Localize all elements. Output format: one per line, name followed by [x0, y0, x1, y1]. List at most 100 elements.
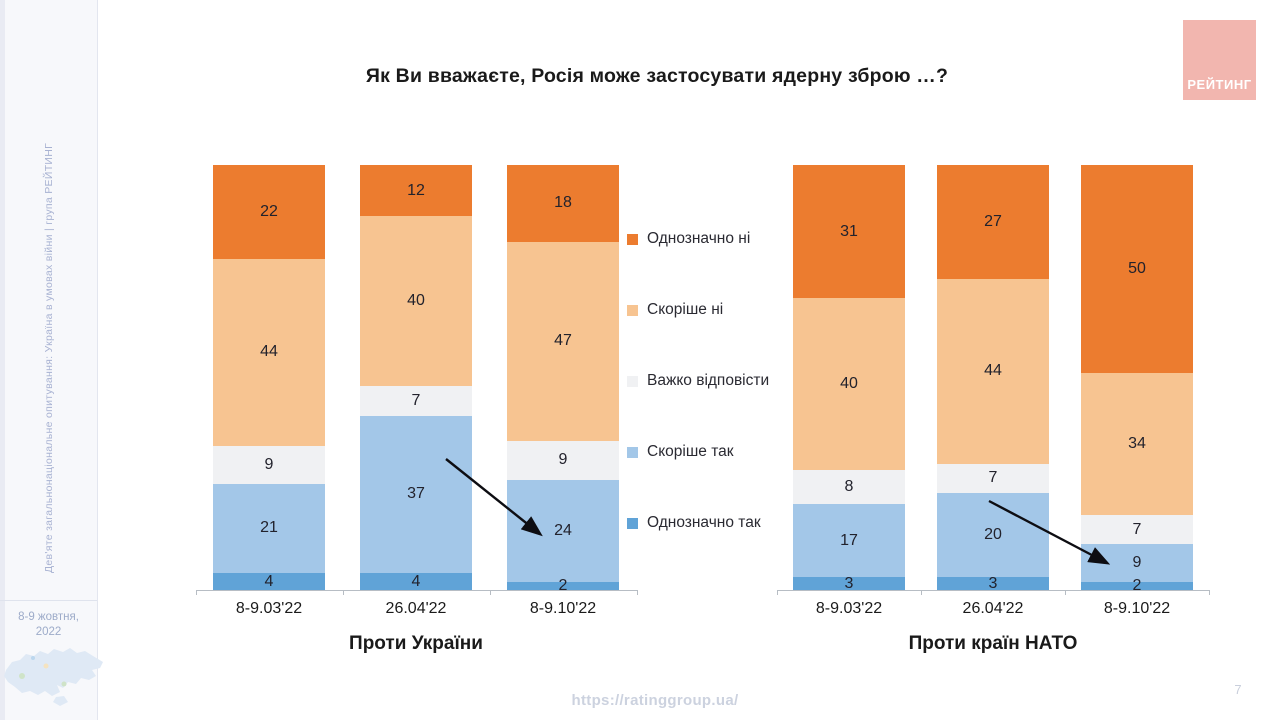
survey-date-line2: 2022 — [35, 626, 62, 638]
sidebar-accent-strip — [0, 0, 5, 720]
bar-segment: 3 — [793, 574, 905, 592]
bar-segment: 8 — [793, 469, 905, 505]
legend-item: Однозначно так — [627, 514, 769, 532]
source-url: https://ratinggroup.ua/ — [571, 692, 739, 709]
segment-value: 24 — [554, 521, 572, 539]
category-label: 26.04'22 — [385, 600, 447, 617]
segment-value: 40 — [840, 374, 858, 392]
bar-segment: 47 — [507, 241, 619, 442]
bar-segment: 4 — [360, 573, 472, 590]
stacked-bar: 31 40 8 17 3 — [793, 165, 905, 592]
chart-legend: Однозначно ні Скоріше ні Важко відповісти С… — [627, 230, 769, 532]
rating-logo: РЕЙТИНГ — [1183, 20, 1256, 100]
bar-segment: 9 — [213, 445, 325, 484]
axis-tick — [1065, 590, 1066, 595]
bar-segment: 2 — [507, 577, 619, 593]
legend-swatch — [627, 375, 638, 387]
legend-item: Скоріше так — [627, 443, 769, 461]
segment-value: 8 — [844, 477, 854, 495]
segment-value: 7 — [411, 391, 421, 409]
segment-value: 18 — [554, 194, 572, 212]
segment-value: 34 — [1128, 435, 1146, 453]
bar-segment: 4 — [213, 573, 325, 590]
bar-segment: 44 — [213, 258, 325, 446]
bar-segment: 7 — [360, 386, 472, 416]
segment-value: 27 — [984, 212, 1002, 230]
segment-value: 21 — [260, 519, 278, 537]
segment-value: 9 — [1132, 553, 1142, 571]
bar-segment: 27 — [937, 165, 1049, 279]
bar-segment: 50 — [1081, 165, 1193, 374]
category-label: 8-9.10'22 — [529, 600, 597, 617]
survey-date-line1: 8-9 жовтня, — [18, 611, 79, 623]
legend-item: Важко відповісти — [627, 372, 769, 390]
legend-swatch — [627, 304, 638, 316]
segment-value: 7 — [988, 469, 998, 487]
survey-date: 8-9 жовтня, 2022 — [0, 610, 97, 640]
bar-segment: 21 — [213, 483, 325, 573]
legend-label: Однозначно так — [647, 514, 761, 531]
bar-segment: 7 — [937, 463, 1049, 494]
legend-item: Однозначно ні — [627, 230, 769, 248]
bar-segment: 40 — [360, 216, 472, 386]
bar-segment: 24 — [507, 479, 619, 582]
legend-label: Скоріше ні — [647, 301, 724, 318]
axis-tick — [921, 590, 922, 595]
legend-label: Скоріше так — [647, 443, 734, 460]
bar-segment: 31 — [793, 165, 905, 299]
segment-value: 3 — [988, 574, 998, 592]
stacked-bar: 22 44 9 21 4 — [213, 165, 325, 590]
bar-segment: 37 — [360, 415, 472, 573]
legend-swatch — [627, 517, 638, 529]
bar-segment: 20 — [937, 493, 1049, 578]
stacked-bar: 12 40 7 37 4 — [360, 165, 472, 590]
segment-value: 4 — [264, 572, 274, 590]
segment-value: 9 — [264, 455, 274, 473]
legend-label: Однозначно ні — [647, 230, 751, 247]
segment-value: 44 — [984, 362, 1002, 380]
stacked-bar: 50 34 7 9 2 — [1081, 165, 1193, 593]
segment-value: 22 — [260, 202, 278, 220]
category-label: 8-9.03'22 — [815, 600, 883, 617]
bar-segment: 3 — [937, 574, 1049, 592]
segment-value: 2 — [558, 576, 568, 594]
bar-segment: 12 — [360, 165, 472, 216]
segment-value: 37 — [407, 485, 425, 503]
rating-logo-text: РЕЙТИНГ — [1187, 77, 1252, 92]
legend-label: Важко відповісти — [647, 372, 770, 389]
category-axis — [777, 590, 1209, 591]
category-label: 8-9.03'22 — [235, 600, 303, 617]
bar-segment: 2 — [1081, 577, 1193, 593]
segment-value: 20 — [984, 526, 1002, 544]
segment-value: 40 — [407, 292, 425, 309]
segment-value: 47 — [554, 332, 572, 350]
segment-value: 9 — [558, 451, 568, 469]
axis-tick — [777, 590, 778, 595]
group-label: Проти країн НАТО — [908, 633, 1078, 654]
segment-value: 3 — [844, 574, 854, 592]
segment-value: 7 — [1132, 520, 1142, 538]
category-axis — [195, 590, 637, 591]
legend-item: Скоріше ні — [627, 301, 769, 319]
stacked-bar: 18 47 9 24 2 — [507, 165, 619, 593]
axis-tick — [342, 590, 344, 595]
page-number: 7 — [1234, 682, 1242, 697]
segment-value: 4 — [411, 572, 421, 590]
segment-value: 17 — [840, 531, 858, 549]
axis-tick — [489, 590, 491, 595]
legend-swatch — [627, 233, 638, 245]
bar-segment: 40 — [793, 298, 905, 470]
axis-tick — [1209, 590, 1210, 595]
bar-segment: 44 — [937, 278, 1049, 464]
bar-segment: 17 — [793, 504, 905, 578]
bar-segment: 18 — [507, 165, 619, 242]
legend-swatch — [627, 446, 638, 458]
chart-title: Як Ви вважаєте, Росія може застосувати я… — [365, 65, 949, 88]
segment-value: 12 — [407, 181, 425, 199]
sidebar: Дев'яте загальнонаціональне опитування: … — [0, 0, 103, 720]
axis-tick — [195, 590, 197, 595]
category-label: 8-9.10'22 — [1103, 600, 1171, 617]
segment-value: 50 — [1128, 260, 1146, 278]
segment-value: 44 — [260, 343, 278, 360]
bar-segment: 9 — [507, 441, 619, 480]
